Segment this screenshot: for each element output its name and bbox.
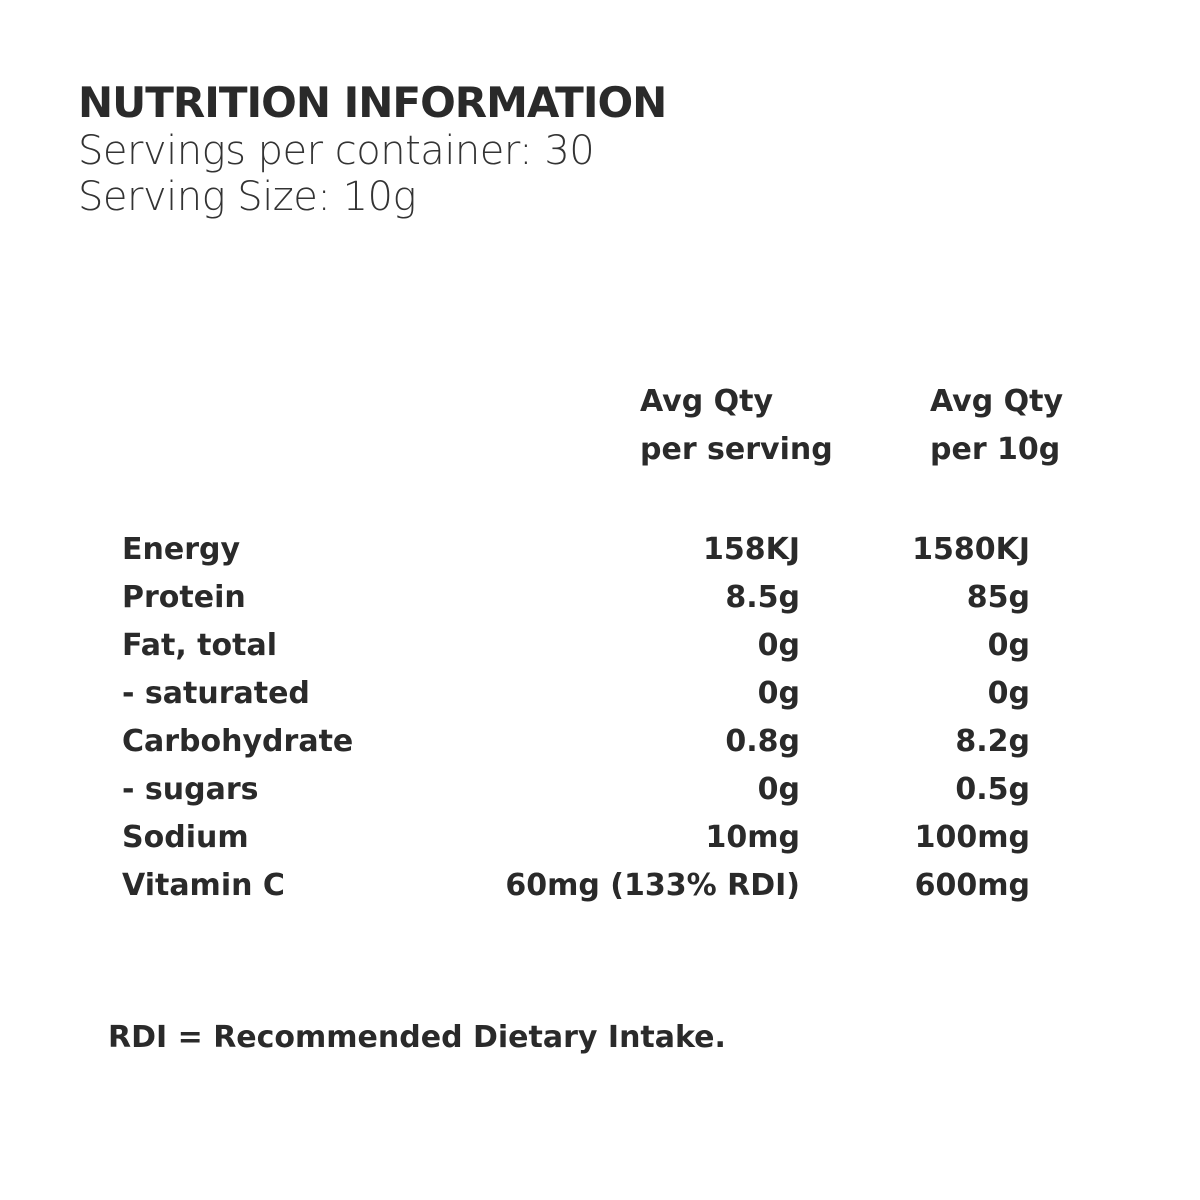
row-label: Sodium <box>122 820 249 855</box>
servings: Servings per container: 30 <box>78 128 595 174</box>
row-label: Protein <box>122 580 246 615</box>
title: NUTRITION INFORMATION <box>78 78 667 127</box>
row-label: - saturated <box>122 676 310 711</box>
cell-value: 85g <box>966 580 1030 615</box>
row-label: Vitamin C <box>122 868 285 903</box>
row-label: Energy <box>122 532 241 567</box>
cell-value: 600mg <box>914 868 1030 903</box>
cell-value: 0g <box>757 676 800 711</box>
cell-value: 0g <box>757 628 800 663</box>
serving-size: Serving Size: 10g <box>78 174 417 220</box>
cell-value: 60mg (133% RDI) <box>505 868 800 903</box>
cell-value: 8.5g <box>725 580 800 615</box>
column-header: Avg Qty <box>640 384 774 419</box>
cell-value: 0g <box>757 772 800 807</box>
footnote: RDI = Recommended Dietary Intake. <box>108 1020 726 1055</box>
cell-value: 0.8g <box>725 724 800 759</box>
cell-value: 0g <box>987 676 1030 711</box>
cell-value: 0.5g <box>955 772 1030 807</box>
row-label: Fat, total <box>122 628 277 663</box>
column-header: per serving <box>640 432 833 467</box>
cell-value: 8.2g <box>955 724 1030 759</box>
cell-value: 10mg <box>705 820 800 855</box>
cell-value: 100mg <box>914 820 1030 855</box>
column-header: Avg Qty <box>930 384 1064 419</box>
cell-value: 1580KJ <box>912 532 1030 567</box>
row-label: - sugars <box>122 772 259 807</box>
row-label: Carbohydrate <box>122 724 354 759</box>
column-header: per 10g <box>930 432 1061 467</box>
cell-value: 0g <box>987 628 1030 663</box>
cell-value: 158KJ <box>702 532 800 567</box>
